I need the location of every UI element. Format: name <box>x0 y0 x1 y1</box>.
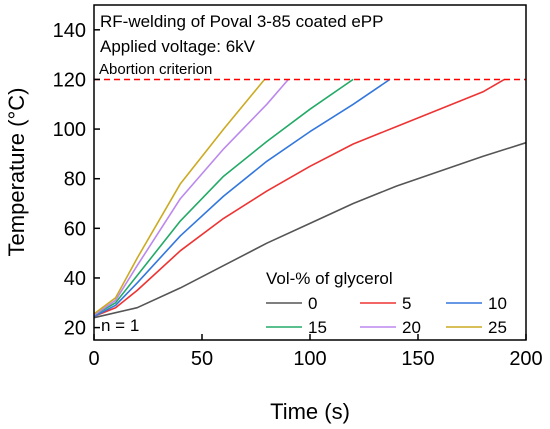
series-line-25 <box>93 78 266 315</box>
legend: 0 5 10 15 20 25 <box>266 294 507 337</box>
x-tick-label: 0 <box>88 348 99 370</box>
y-tick-label: 100 <box>53 119 86 141</box>
x-tick-label: 200 <box>509 348 542 370</box>
legend-label-5: 5 <box>402 294 411 313</box>
x-axis-title: Time (s) <box>270 399 350 424</box>
y-tick-label: 20 <box>64 318 86 340</box>
series-layer <box>93 78 527 319</box>
x-tick-label: 150 <box>401 348 434 370</box>
y-tick-label: 140 <box>53 20 86 42</box>
legend-label-25: 25 <box>488 318 507 337</box>
series-line-20 <box>93 78 290 316</box>
y-tick-label: 60 <box>64 218 86 240</box>
abortion-criterion-label: Abortion criterion <box>99 61 212 78</box>
y-tick-label: 120 <box>53 69 86 91</box>
legend-label-20: 20 <box>402 318 421 337</box>
y-tick-label: 80 <box>64 169 86 191</box>
legend-label-10: 10 <box>488 294 507 313</box>
sample-size-note: n = 1 <box>101 316 139 335</box>
series-line-0 <box>93 141 527 319</box>
legend-title: Vol-% of glycerol <box>266 269 393 288</box>
legend-label-15: 15 <box>308 318 327 337</box>
x-tick-label: 50 <box>191 348 213 370</box>
series-line-15 <box>93 78 354 316</box>
series-line-10 <box>93 78 391 318</box>
legend-label-0: 0 <box>308 294 317 313</box>
y-axis-title: Temperature (°C) <box>4 88 29 257</box>
series-line-5 <box>93 78 505 318</box>
chart-subtitle: Applied voltage: 6kV <box>100 37 256 56</box>
chart-title: RF-welding of Poval 3-85 coated ePP <box>100 12 384 31</box>
y-tick-label: 40 <box>64 268 86 290</box>
x-tick-label: 100 <box>293 348 326 370</box>
